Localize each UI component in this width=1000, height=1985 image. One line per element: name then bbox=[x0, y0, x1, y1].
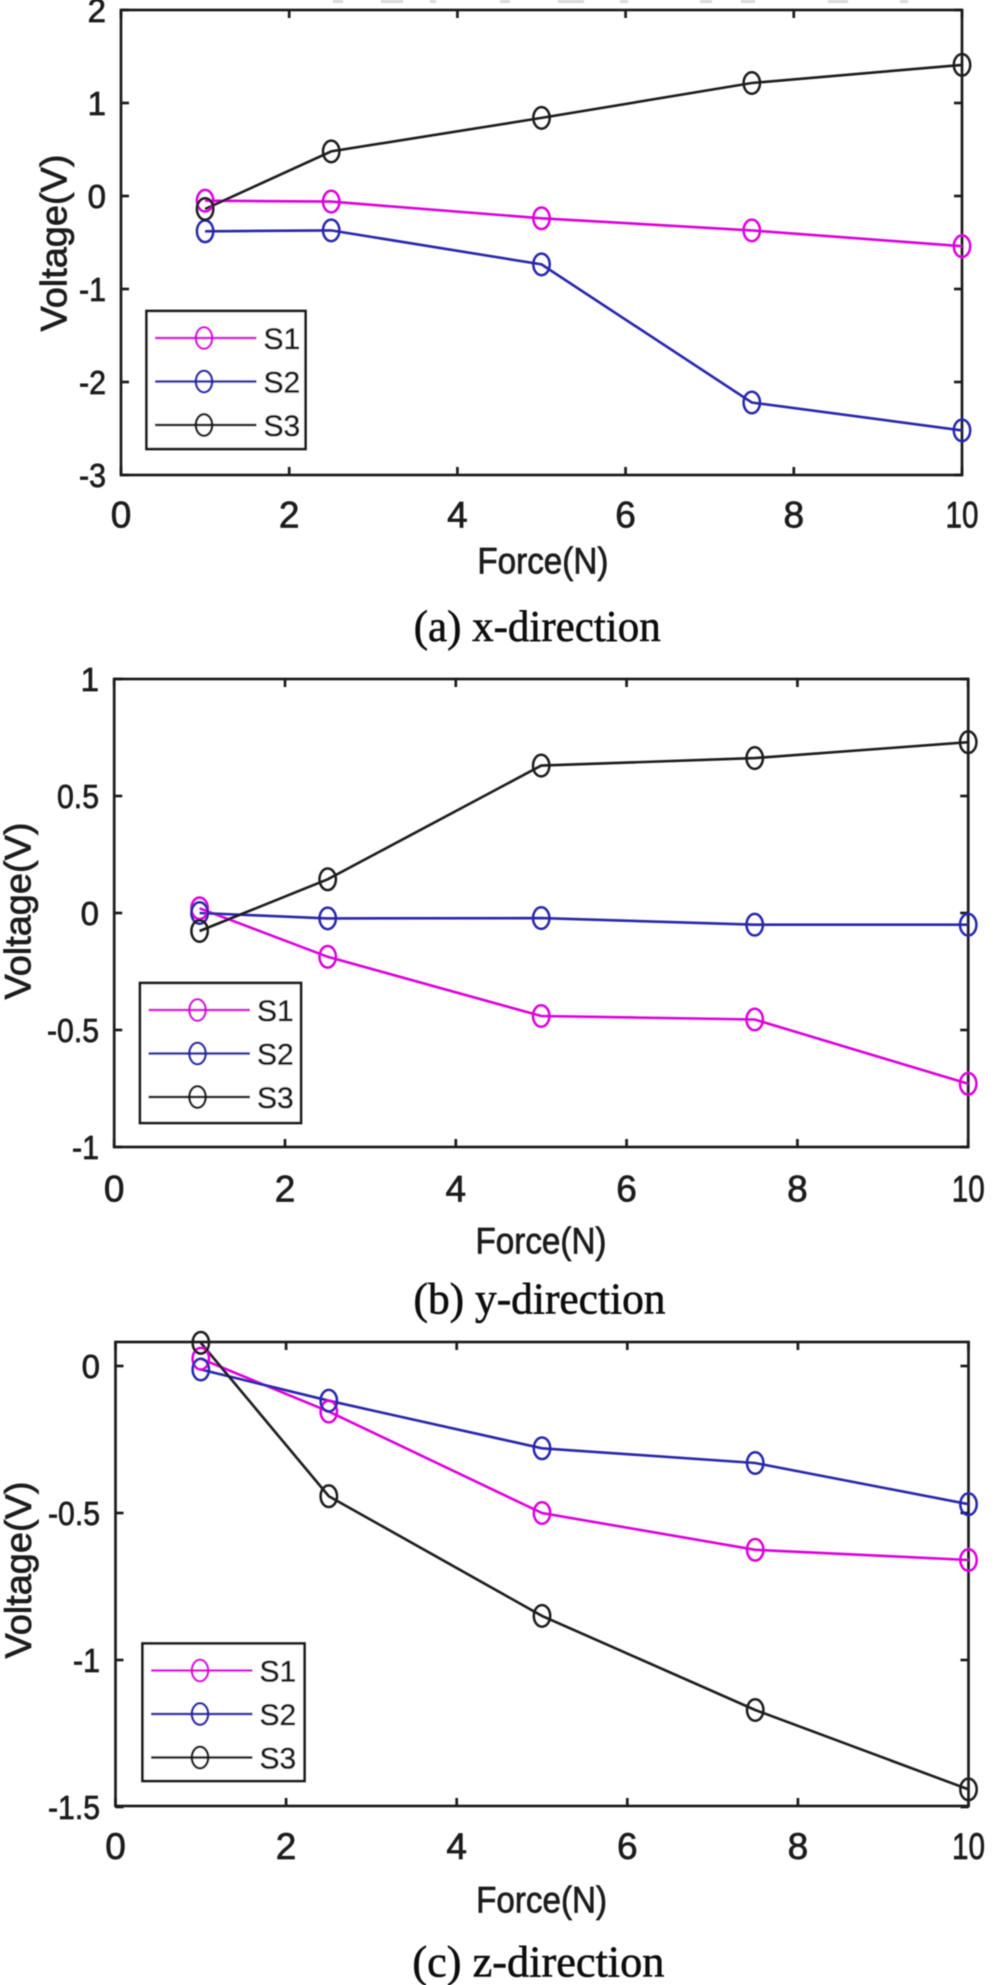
svg-text:(a) x-direction: (a) x-direction bbox=[414, 602, 661, 651]
svg-text:10: 10 bbox=[952, 1826, 985, 1867]
svg-text:Force(N): Force(N) bbox=[476, 1221, 607, 1262]
svg-text:0: 0 bbox=[88, 178, 106, 215]
svg-text:S3: S3 bbox=[260, 1742, 297, 1775]
svg-text:6: 6 bbox=[616, 1169, 637, 1210]
svg-text:-0.5: -0.5 bbox=[48, 1495, 100, 1532]
svg-text:10: 10 bbox=[952, 1169, 985, 1210]
svg-text:1: 1 bbox=[88, 85, 106, 122]
svg-text:0: 0 bbox=[111, 495, 132, 536]
svg-text:2: 2 bbox=[279, 495, 300, 536]
svg-text:0: 0 bbox=[82, 1348, 100, 1385]
svg-text:0.5: 0.5 bbox=[57, 778, 99, 815]
svg-text:0: 0 bbox=[81, 895, 99, 932]
svg-text:Voltage(V): Voltage(V) bbox=[0, 1482, 39, 1659]
svg-text:8: 8 bbox=[784, 495, 805, 536]
svg-text:6: 6 bbox=[615, 495, 636, 536]
svg-text:8: 8 bbox=[788, 1826, 809, 1867]
svg-text:2: 2 bbox=[88, 0, 106, 29]
svg-text:Force(N): Force(N) bbox=[477, 540, 608, 581]
svg-text:0: 0 bbox=[104, 1169, 125, 1210]
svg-text:Voltage(V): Voltage(V) bbox=[0, 823, 39, 1000]
svg-text:4: 4 bbox=[446, 1169, 467, 1210]
svg-text:(c) z-direction: (c) z-direction bbox=[412, 1937, 664, 1985]
svg-text:-1.5: -1.5 bbox=[48, 1789, 100, 1826]
svg-text:2: 2 bbox=[275, 1169, 296, 1210]
svg-text:8: 8 bbox=[787, 1169, 808, 1210]
svg-text:(b) y-direction: (b) y-direction bbox=[414, 1275, 666, 1324]
svg-text:10: 10 bbox=[946, 495, 979, 536]
svg-text:S2: S2 bbox=[257, 1038, 294, 1071]
svg-text:1: 1 bbox=[81, 661, 99, 698]
svg-text:Force(N): Force(N) bbox=[476, 1879, 607, 1920]
svg-text:Voltage(V): Voltage(V) bbox=[34, 155, 75, 332]
svg-text:S3: S3 bbox=[257, 1082, 294, 1115]
svg-text:-1: -1 bbox=[79, 271, 106, 308]
svg-text:S1: S1 bbox=[260, 1655, 297, 1688]
svg-text:S2: S2 bbox=[264, 366, 301, 399]
svg-text:-3: -3 bbox=[79, 457, 106, 494]
svg-text:S2: S2 bbox=[260, 1699, 297, 1732]
svg-text:-1: -1 bbox=[72, 1129, 99, 1166]
svg-text:S1: S1 bbox=[264, 323, 301, 356]
svg-text:6: 6 bbox=[617, 1826, 638, 1867]
svg-text:S1: S1 bbox=[257, 995, 294, 1028]
svg-text:0: 0 bbox=[105, 1826, 126, 1867]
svg-text:4: 4 bbox=[447, 495, 468, 536]
svg-text:-0.5: -0.5 bbox=[47, 1012, 99, 1049]
svg-text:S3: S3 bbox=[264, 410, 301, 443]
svg-text:-1: -1 bbox=[73, 1642, 100, 1679]
svg-text:2: 2 bbox=[276, 1826, 297, 1867]
svg-text:-2: -2 bbox=[79, 364, 106, 401]
svg-text:4: 4 bbox=[446, 1826, 467, 1867]
